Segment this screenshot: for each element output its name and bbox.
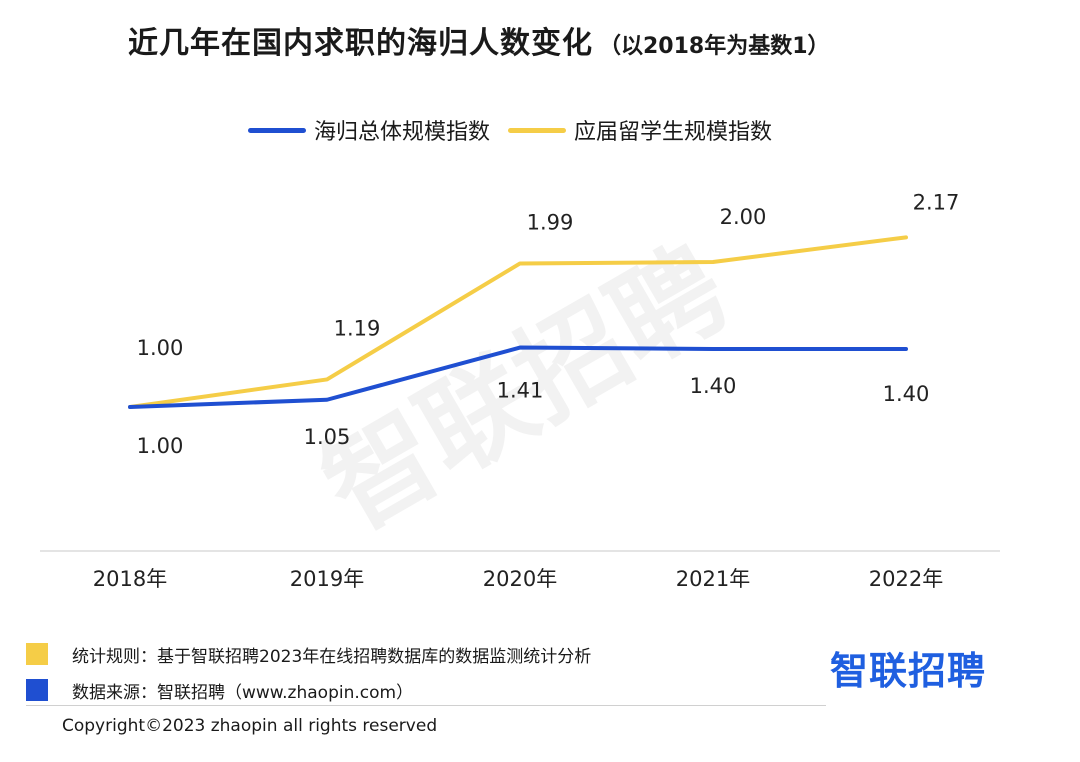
x-tick-label: 2018年 <box>93 567 167 591</box>
note-swatch-yellow <box>26 643 48 665</box>
data-label-blue: 1.40 <box>883 382 930 406</box>
legend-label-blue: 海归总体规模指数 <box>314 120 491 145</box>
data-label-blue: 1.41 <box>497 379 544 403</box>
data-label-blue: 1.00 <box>137 434 184 458</box>
x-tick-label: 2020年 <box>483 567 557 591</box>
x-tick-label: 2019年 <box>290 567 364 591</box>
data-label-blue: 1.40 <box>690 374 737 398</box>
data-label-blue: 1.05 <box>304 425 351 449</box>
chart-title: 近几年在国内求职的海归人数变化 （以2018年为基数1） <box>128 18 830 62</box>
note-source: 数据来源：智联招聘（www.zhaopin.com） <box>26 672 591 708</box>
legend-label-yellow: 应届留学生规模指数 <box>574 120 773 145</box>
divider <box>26 705 826 706</box>
legend-swatch-blue <box>248 127 306 133</box>
data-label-yellow: 1.19 <box>334 316 381 340</box>
brand-logo: 智联招聘 <box>830 649 987 693</box>
title-main: 近几年在国内求职的海归人数变化 <box>128 26 593 61</box>
copyright: Copyright©2023 zhaopin all rights reserv… <box>62 716 438 736</box>
note-swatch-blue <box>26 679 48 701</box>
data-label-yellow: 1.00 <box>137 336 184 360</box>
series-line-blue <box>128 345 908 409</box>
x-tick-label: 2021年 <box>676 567 750 591</box>
data-label-yellow: 2.17 <box>913 190 960 214</box>
note-rule: 统计规则：基于智联招聘2023年在线招聘数据库的数据监测统计分析 <box>26 636 591 672</box>
legend-swatch-yellow <box>508 127 567 133</box>
series-line-yellow <box>128 235 908 409</box>
legend-item-blue: 海归总体规模指数 <box>248 114 490 146</box>
x-tick-label: 2022年 <box>869 567 943 591</box>
data-label-yellow: 1.99 <box>527 210 574 234</box>
note-rule-text: 统计规则：基于智联招聘2023年在线招聘数据库的数据监测统计分析 <box>72 646 592 667</box>
notes: 统计规则：基于智联招聘2023年在线招聘数据库的数据监测统计分析 数据来源：智联… <box>26 636 591 708</box>
legend-item-yellow: 应届留学生规模指数 <box>508 114 772 146</box>
title-subtitle: （以2018年为基数1） <box>599 34 830 59</box>
data-label-yellow: 2.00 <box>720 205 767 229</box>
legend: 海归总体规模指数 应届留学生规模指数 <box>248 114 790 146</box>
note-source-text: 数据来源：智联招聘（www.zhaopin.com） <box>72 682 414 703</box>
line-chart: 2018年 2019年 2020年 2021年 2022年 1.00 1.05 1.41 1.4… <box>40 190 1000 591</box>
